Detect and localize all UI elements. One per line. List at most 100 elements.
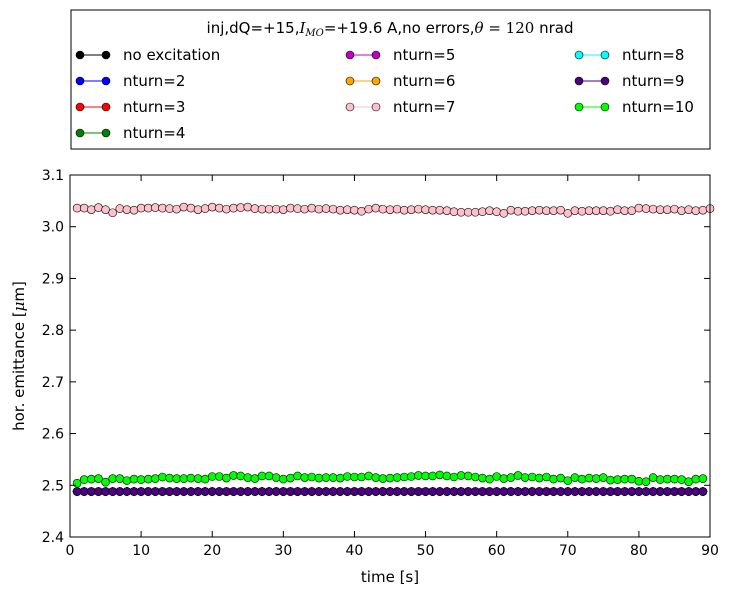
- data-point: [620, 206, 629, 215]
- legend-label: no excitation: [123, 46, 220, 64]
- data-point: [449, 487, 459, 496]
- legend-entry: nturn=5: [345, 46, 455, 64]
- data-point: [456, 471, 466, 480]
- data-point: [606, 475, 615, 485]
- title-part-current-value: =+19.6 A,no errors,: [324, 19, 475, 37]
- legend-entry: nturn=2: [75, 72, 185, 90]
- title-part-current-symbol: I: [298, 19, 306, 37]
- legend-label: nturn=6: [393, 72, 455, 90]
- data-point: [407, 472, 416, 481]
- data-point: [698, 487, 708, 496]
- data-point: [471, 487, 480, 496]
- data-point: [200, 204, 210, 213]
- data-point: [392, 487, 402, 496]
- data-point: [229, 487, 238, 496]
- data-point: [463, 471, 473, 481]
- data-point: [471, 207, 480, 217]
- data-point: [449, 207, 459, 217]
- data-point: [179, 487, 189, 496]
- data-point: [527, 472, 537, 482]
- x-tick-label: 90: [701, 543, 719, 559]
- data-point: [271, 473, 281, 482]
- data-point: [670, 487, 679, 496]
- legend-entries: no excitation nturn=2 nturn=3 nturn=4 nturn=…: [75, 46, 694, 142]
- data-point: [449, 472, 459, 482]
- legend-marker: [345, 50, 355, 60]
- legend-entry: nturn=9: [574, 72, 684, 90]
- data-point: [222, 473, 231, 483]
- data-point: [584, 473, 594, 483]
- data-point: [563, 476, 573, 485]
- legend-marker: [75, 102, 85, 112]
- data-point: [698, 205, 708, 215]
- data-point: [136, 475, 146, 484]
- series-layer: [72, 202, 715, 496]
- data-point: [350, 205, 359, 215]
- data-point: [577, 206, 587, 216]
- data-point: [371, 473, 381, 482]
- data-point: [186, 487, 196, 496]
- data-point: [79, 203, 89, 213]
- title-part-angle-value: = 120: [484, 19, 535, 37]
- legend-marker: [574, 102, 584, 112]
- data-point: [271, 487, 281, 496]
- data-point: [414, 487, 423, 496]
- legend-marker: [345, 76, 355, 86]
- y-tick-label: 2.7: [42, 375, 64, 391]
- legend-marker: [101, 50, 111, 60]
- data-point: [506, 487, 516, 496]
- legend-marker: [75, 50, 85, 60]
- data-point: [442, 487, 452, 496]
- data-point: [435, 470, 445, 480]
- legend-marker: [600, 50, 610, 60]
- data-point: [641, 204, 651, 213]
- data-point: [158, 203, 167, 213]
- data-point: [385, 487, 395, 496]
- data-point: [378, 204, 388, 214]
- x-tick-label: 30: [274, 543, 292, 559]
- data-point: [264, 487, 274, 496]
- legend: inj,dQ=+15,IMO=+19.6 A,no errors,θ = 120…: [70, 9, 711, 150]
- y-tick-label: 2.9: [42, 271, 64, 287]
- data-point: [492, 207, 501, 217]
- plot-area: 0 10 20 30 40 50 60 70 80 90 2.4 2.5 2.6 2.7 2.8 2.9 3.0…: [10, 168, 719, 586]
- data-point: [499, 208, 509, 218]
- data-point: [535, 473, 544, 483]
- data-point: [684, 205, 693, 214]
- data-point: [584, 206, 594, 215]
- data-point: [250, 487, 260, 496]
- data-point: [158, 487, 167, 496]
- ylabel-part-suffix: m]: [10, 281, 28, 301]
- data-point: [279, 487, 288, 496]
- data-point: [207, 472, 217, 481]
- data-point: [108, 474, 117, 483]
- data-point: [677, 475, 686, 484]
- data-point: [307, 203, 317, 213]
- data-point: [549, 487, 558, 496]
- data-point: [122, 205, 132, 214]
- legend-label: nturn=9: [622, 72, 684, 90]
- legend-entry: nturn=3: [75, 98, 185, 116]
- data-point: [193, 487, 203, 496]
- data-point: [435, 487, 445, 496]
- x-tick-label: 0: [66, 543, 75, 559]
- legend-marker: [371, 102, 381, 112]
- data-point: [663, 487, 672, 496]
- data-point: [485, 487, 494, 496]
- data-point: [165, 487, 174, 496]
- data-point: [79, 487, 89, 496]
- data-point: [307, 472, 317, 482]
- legend-marker: [345, 102, 355, 112]
- data-point: [94, 487, 103, 496]
- data-point: [613, 205, 622, 214]
- data-point: [670, 204, 679, 214]
- ticks-layer: 0 10 20 30 40 50 60 70 80 90 2.4 2.5 2.6 2.7 2.8 2.9 3.0…: [42, 168, 719, 559]
- data-point: [414, 204, 423, 214]
- data-point: [314, 204, 324, 214]
- title-part-angle-unit: nrad: [534, 19, 573, 37]
- data-point: [485, 474, 494, 484]
- data-point: [328, 487, 338, 496]
- data-point: [513, 487, 523, 496]
- data-point: [620, 474, 629, 484]
- data-point: [364, 471, 373, 481]
